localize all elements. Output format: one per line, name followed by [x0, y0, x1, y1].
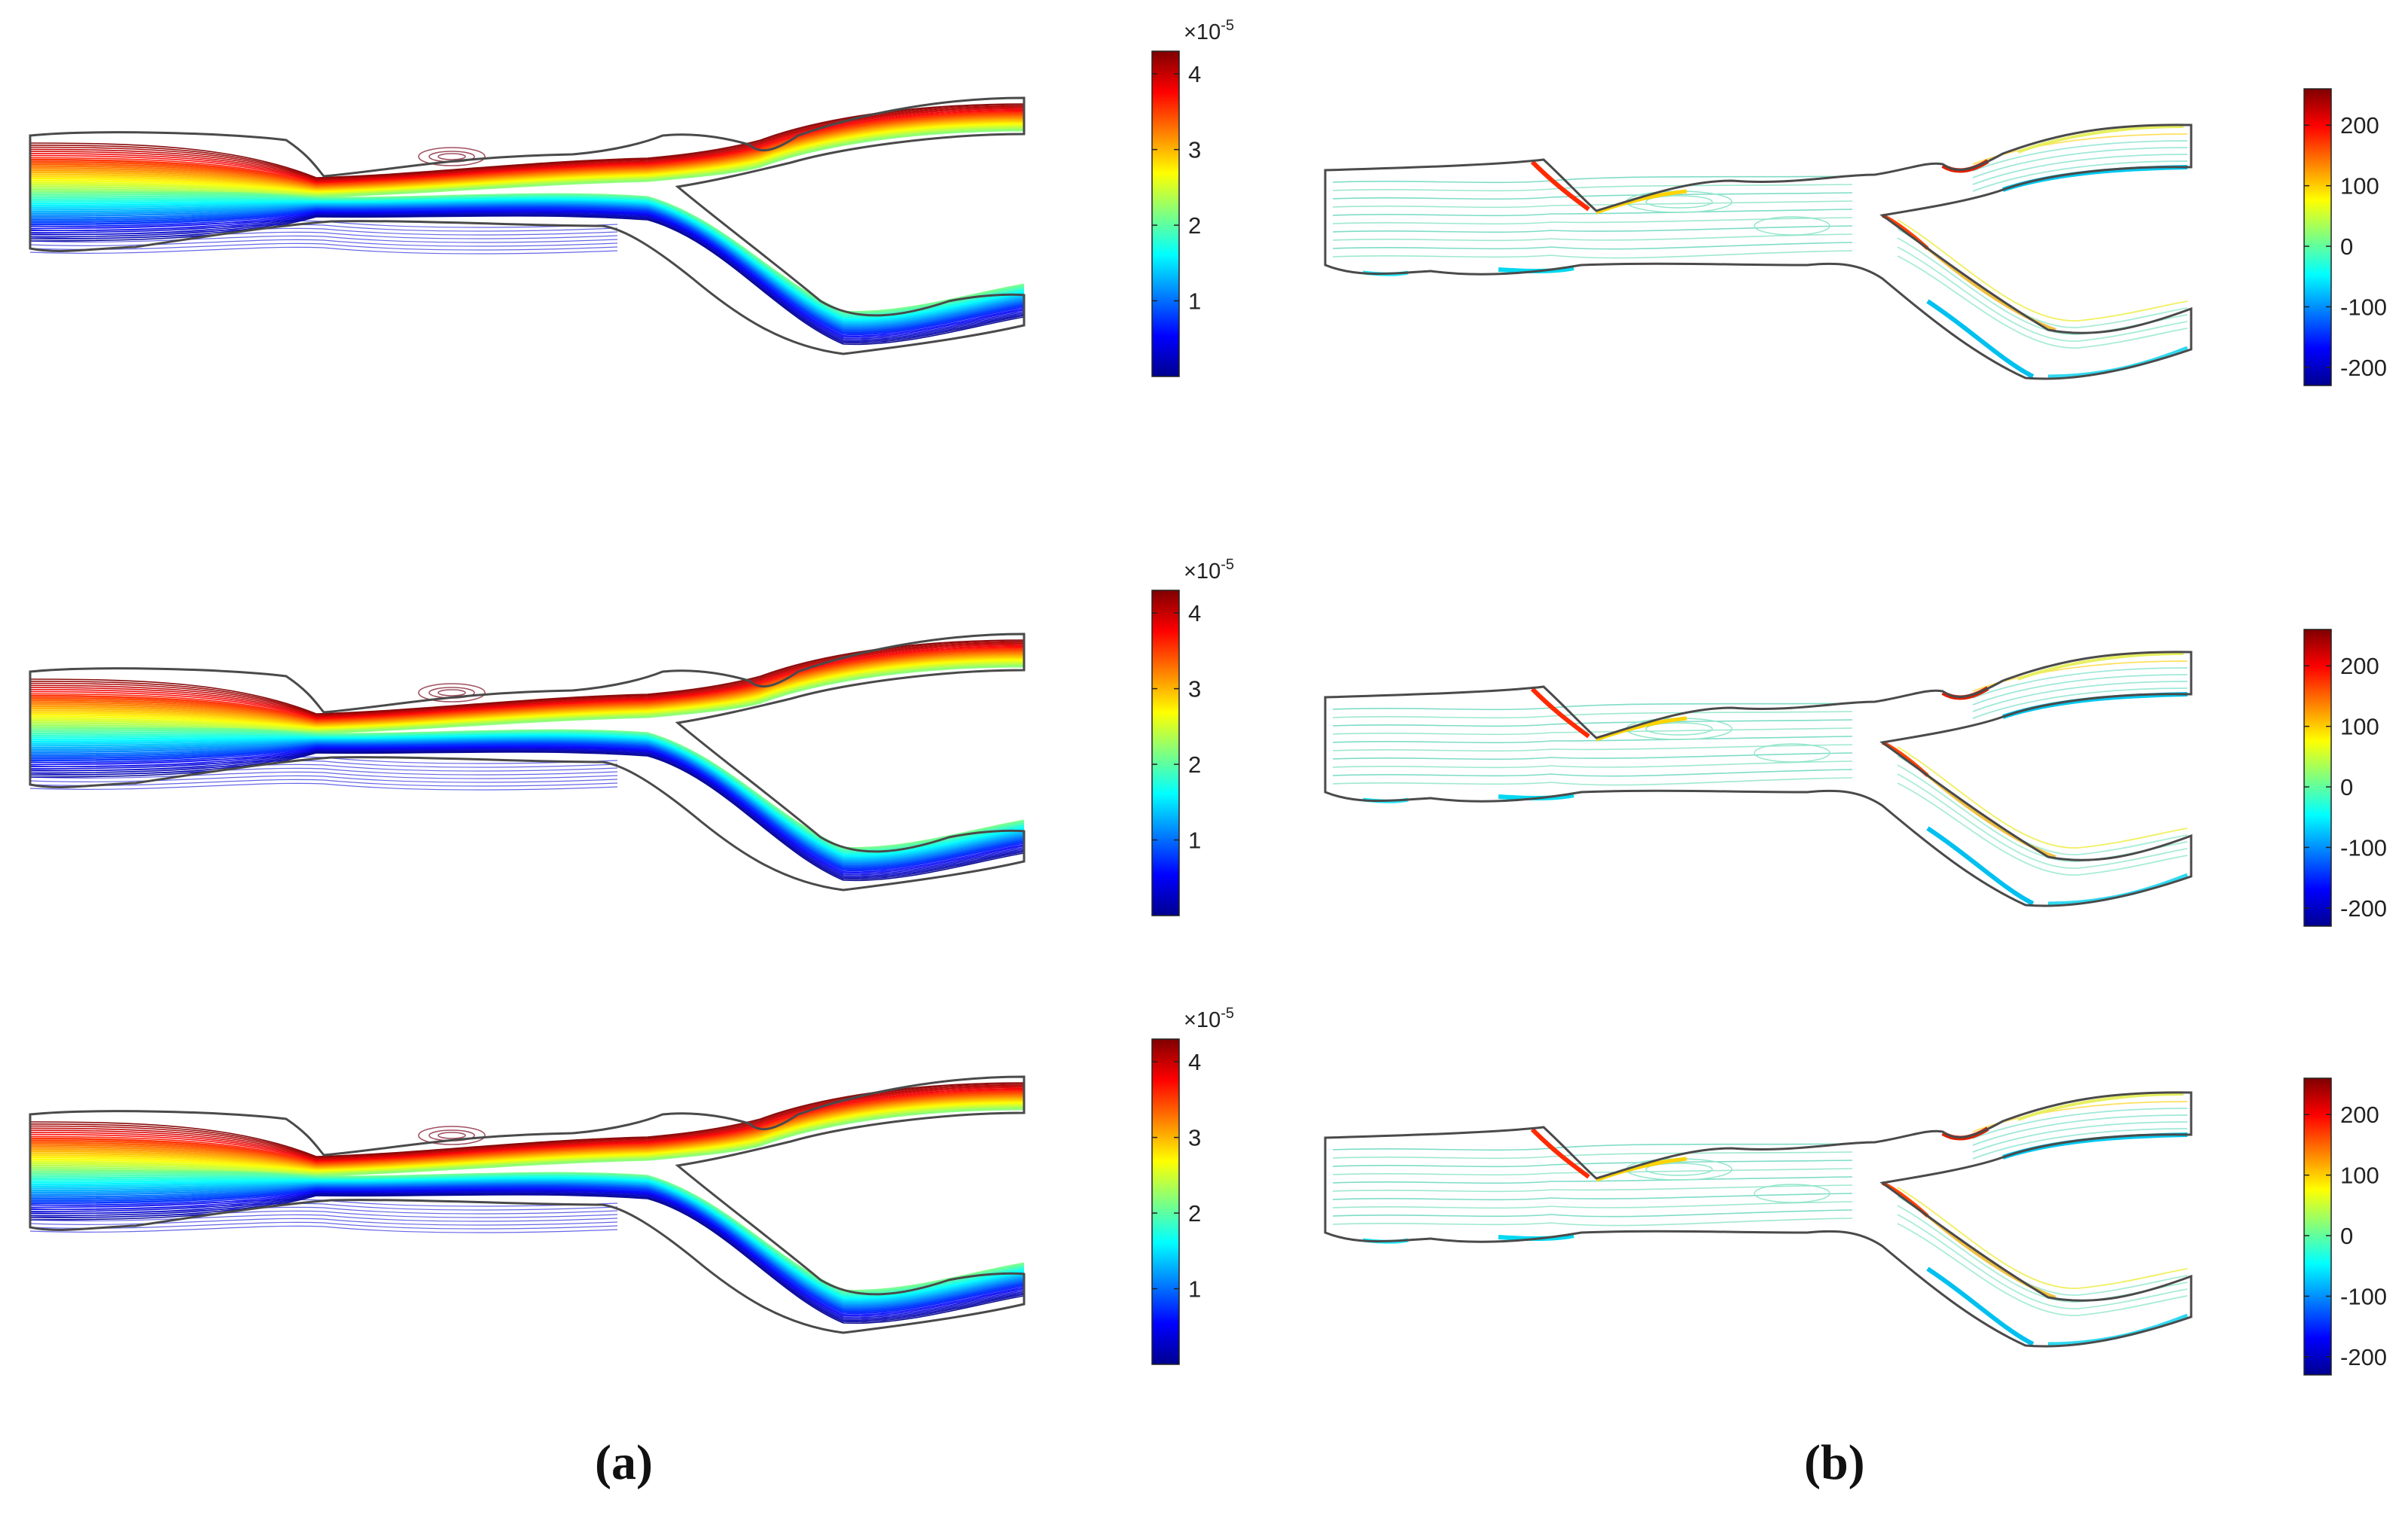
vorticity-panels: [1324, 123, 2193, 1348]
vorticity-colorbar-1-tick-4: -200: [2340, 355, 2387, 381]
stream-colorbar-1-tick-0: 4: [1188, 61, 1201, 87]
vorticity-colorbar-1: 200 100 0 -100 -200: [2303, 88, 2387, 386]
vorticity-colorbar-3-tick-0: 200: [2340, 1102, 2379, 1128]
vorticity-colorbars: 200 100 0 -100 -200 200 100 0 -100 -200 200 100 0 -10…: [2303, 88, 2387, 1376]
vorticity-panel-3: [1324, 1091, 2193, 1348]
stream-colorbar-2-exponent: ×10-5: [1184, 556, 1234, 584]
vorticity-colorbar-3-tick-4: -200: [2340, 1344, 2387, 1370]
vorticity-colorbar-3-tick-3: -100: [2340, 1283, 2387, 1309]
vorticity-colorbar-3: 200 100 0 -100 -200: [2303, 1077, 2387, 1376]
panel-label-a: (a): [595, 1435, 653, 1490]
stream-colorbar-3-tick-2: 2: [1188, 1200, 1201, 1227]
stream-colorbar-2-tick-1: 3: [1188, 676, 1201, 703]
vorticity-colorbar-2-tick-0: 200: [2340, 653, 2379, 679]
stream-colorbar-2-tick-0: 4: [1188, 600, 1201, 626]
stream-colorbar-2: 4 3 2 1 ×10-5: [1151, 556, 1234, 916]
stream-colorbar-1-exponent: ×10-5: [1184, 17, 1234, 44]
vorticity-colorbar-1-tick-2: 0: [2340, 233, 2353, 260]
stream-panel-2: [29, 632, 1026, 892]
vorticity-colorbar-3-tick-1: 100: [2340, 1163, 2379, 1189]
stream-colorbar-2-tick-3: 1: [1188, 828, 1201, 854]
vorticity-colorbar-1-tick-0: 200: [2340, 112, 2379, 139]
stream-colorbar-1: 4 3 2 1 ×10-5: [1151, 17, 1234, 377]
vorticity-colorbar-2-tick-4: -200: [2340, 895, 2387, 922]
vorticity-colorbar-2-tick-2: 0: [2340, 774, 2353, 800]
stream-colorbar-3-exponent: ×10-5: [1184, 1005, 1234, 1032]
vorticity-colorbar-1-tick-1: 100: [2340, 173, 2379, 200]
stream-colorbar-3-tick-1: 3: [1188, 1125, 1201, 1151]
vorticity-panel-1: [1324, 123, 2193, 380]
stream-colorbars: 4 3 2 1 ×10-5 4 3 2 1 ×10-5 4 3 2 1 ×10-5: [1151, 17, 1234, 1365]
stream-colorbar-1-tick-1: 3: [1188, 137, 1201, 163]
stream-colorbar-2-tick-2: 2: [1188, 751, 1201, 778]
vorticity-panel-2: [1324, 651, 2193, 907]
vorticity-colorbar-2-tick-3: -100: [2340, 834, 2387, 861]
vorticity-colorbar-3-tick-2: 0: [2340, 1223, 2353, 1249]
stream-colorbar-3-tick-3: 1: [1188, 1276, 1201, 1303]
streamline-panels: [29, 96, 1026, 1334]
stream-panel-1: [29, 96, 1026, 355]
vorticity-colorbar-2-tick-1: 100: [2340, 714, 2379, 740]
vorticity-colorbar-2: 200 100 0 -100 -200: [2303, 629, 2387, 927]
vorticity-colorbar-1-tick-3: -100: [2340, 294, 2387, 320]
panel-label-b: (b): [1804, 1435, 1865, 1490]
stream-colorbar-3: 4 3 2 1 ×10-5: [1151, 1005, 1234, 1365]
stream-colorbar-1-tick-2: 2: [1188, 212, 1201, 239]
stream-colorbar-3-tick-0: 4: [1188, 1049, 1201, 1075]
stream-colorbar-1-tick-3: 1: [1188, 288, 1201, 315]
stream-panel-3: [29, 1075, 1026, 1334]
